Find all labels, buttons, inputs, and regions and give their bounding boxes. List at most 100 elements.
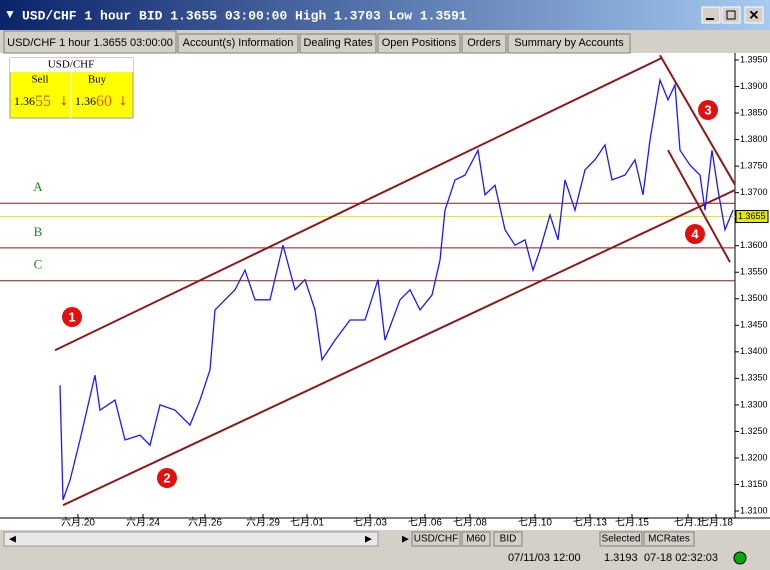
y-tick-label: 1.3850 <box>740 107 768 117</box>
toolbar-label: USD/CHF <box>414 534 458 545</box>
x-tick-label: 七月.15 <box>615 517 649 529</box>
buy-label: Buy <box>88 74 107 86</box>
y-tick-label: 1.3350 <box>740 373 768 383</box>
y-tick-label: 1.3700 <box>740 187 768 197</box>
nav-right[interactable]: ▶ <box>402 533 409 543</box>
annotation-label: 4 <box>691 226 699 241</box>
tab[interactable] <box>3 30 177 54</box>
buy-price: 1.3660 <box>75 93 112 110</box>
y-tick-label: 1.3250 <box>740 426 768 436</box>
annotation-label: 1 <box>68 309 75 324</box>
tab[interactable] <box>177 33 299 54</box>
toolbar-label: MCRates <box>648 534 690 545</box>
y-tick-label: 1.3200 <box>740 452 768 462</box>
status-price: 1.3193 <box>604 552 638 564</box>
x-tick-label: 七月.03 <box>353 517 387 529</box>
buy-big: 1.36 <box>75 94 96 108</box>
x-tick-label: 七月.06 <box>408 517 442 529</box>
level-label: A <box>33 179 43 194</box>
y-tick-label: 1.3100 <box>740 505 768 515</box>
chart-area <box>0 53 770 530</box>
x-tick-label: 六月.20 <box>61 517 95 529</box>
window-title: USD/CHF 1 hour BID 1.3655 03:00:00 High … <box>22 8 467 23</box>
status-bar <box>0 548 770 570</box>
tab-label: Dealing Rates <box>303 37 373 49</box>
x-tick-label: 七月.13 <box>573 517 607 529</box>
buy-arrow: ↓ <box>119 92 127 109</box>
trend-line <box>659 54 736 186</box>
sell-arrow: ↓ <box>60 92 68 109</box>
status-time: 07/11/03 12:00 <box>508 552 581 564</box>
x-tick-label: 七月.10 <box>518 517 552 529</box>
restore-icon <box>726 10 736 20</box>
tab-label: Open Positions <box>382 37 457 49</box>
y-tick-label: 1.3750 <box>740 160 768 170</box>
quote-header <box>10 58 133 72</box>
x-tick-label: 六月.24 <box>126 517 160 529</box>
sell-big: 1.36 <box>14 94 35 108</box>
toolbar-button[interactable] <box>599 531 643 547</box>
toolbar-button[interactable] <box>493 531 523 547</box>
close-button[interactable] <box>744 6 764 24</box>
app-icon: ▼ <box>4 7 16 21</box>
trend-line <box>667 149 731 263</box>
toolbar-button[interactable] <box>643 531 695 547</box>
current-price-box <box>735 210 769 224</box>
tab-label: Summary by Accounts <box>514 37 624 49</box>
connection-indicator <box>733 551 747 565</box>
sell-pips: 55 <box>35 93 51 110</box>
tab[interactable] <box>299 33 377 54</box>
tab-label: Account(s) Information <box>183 37 294 49</box>
scrollbar[interactable] <box>3 531 379 547</box>
tab[interactable] <box>461 33 507 54</box>
x-tick-label: 七月.08 <box>453 517 487 529</box>
toolbar-label: M60 <box>466 534 486 545</box>
trend-line <box>54 56 663 352</box>
annotation-label: 3 <box>704 102 711 117</box>
scroll-right[interactable]: ▶ <box>365 533 372 543</box>
x-tick-label: 七月.18 <box>699 517 733 529</box>
annotation-marker <box>685 224 705 244</box>
x-tick-label: 七月.1 <box>674 517 703 529</box>
close-icon: ✕ <box>749 7 760 22</box>
level-label: C <box>34 257 43 272</box>
tab[interactable] <box>377 33 461 54</box>
restore-button[interactable] <box>721 6 741 24</box>
title-bar <box>0 0 770 30</box>
y-tick-label: 1.3400 <box>740 346 768 356</box>
quote-symbol: USD/CHF <box>48 59 94 71</box>
scroll-left[interactable]: ◀ <box>9 533 16 543</box>
y-tick-label: 1.3800 <box>740 134 768 144</box>
annotation-marker <box>62 307 82 327</box>
annotation-label: 2 <box>163 470 170 485</box>
toolbar-button[interactable] <box>411 531 461 547</box>
toolbar-button[interactable] <box>461 531 491 547</box>
tab-label: USD/CHF 1 hour 1.3655 03:00:00 <box>7 37 173 49</box>
y-tick-label: 1.3550 <box>740 267 768 277</box>
annotation-marker <box>698 100 718 120</box>
annotation-marker <box>157 468 177 488</box>
current-price-label: 1.3655 <box>738 211 766 221</box>
sell-label: Sell <box>31 74 48 86</box>
x-tick-label: 六月.29 <box>246 517 280 529</box>
y-tick-label: 1.3500 <box>740 293 768 303</box>
tab-label: Orders <box>467 37 501 49</box>
y-tick-label: 1.3300 <box>740 399 768 409</box>
tab[interactable] <box>507 33 631 54</box>
buy-pips: 60 <box>96 93 112 110</box>
level-label: B <box>34 224 43 239</box>
sell-price: 1.3655 <box>14 93 51 110</box>
y-tick-label: 1.3450 <box>740 320 768 330</box>
x-tick-label: 七月.01 <box>290 517 324 529</box>
y-tick-label: 1.3900 <box>740 81 768 91</box>
toolbar-label: BID <box>500 534 517 545</box>
minimize-button[interactable] <box>701 6 721 24</box>
toolbar-label: Selected <box>602 534 641 545</box>
status-clock: 07-18 02:32:03 <box>644 552 718 564</box>
x-tick-label: 六月.26 <box>188 517 222 529</box>
y-tick-label: 1.3150 <box>740 479 768 489</box>
window-buttons[interactable]: ✕ <box>701 6 764 24</box>
trend-line <box>62 189 736 507</box>
